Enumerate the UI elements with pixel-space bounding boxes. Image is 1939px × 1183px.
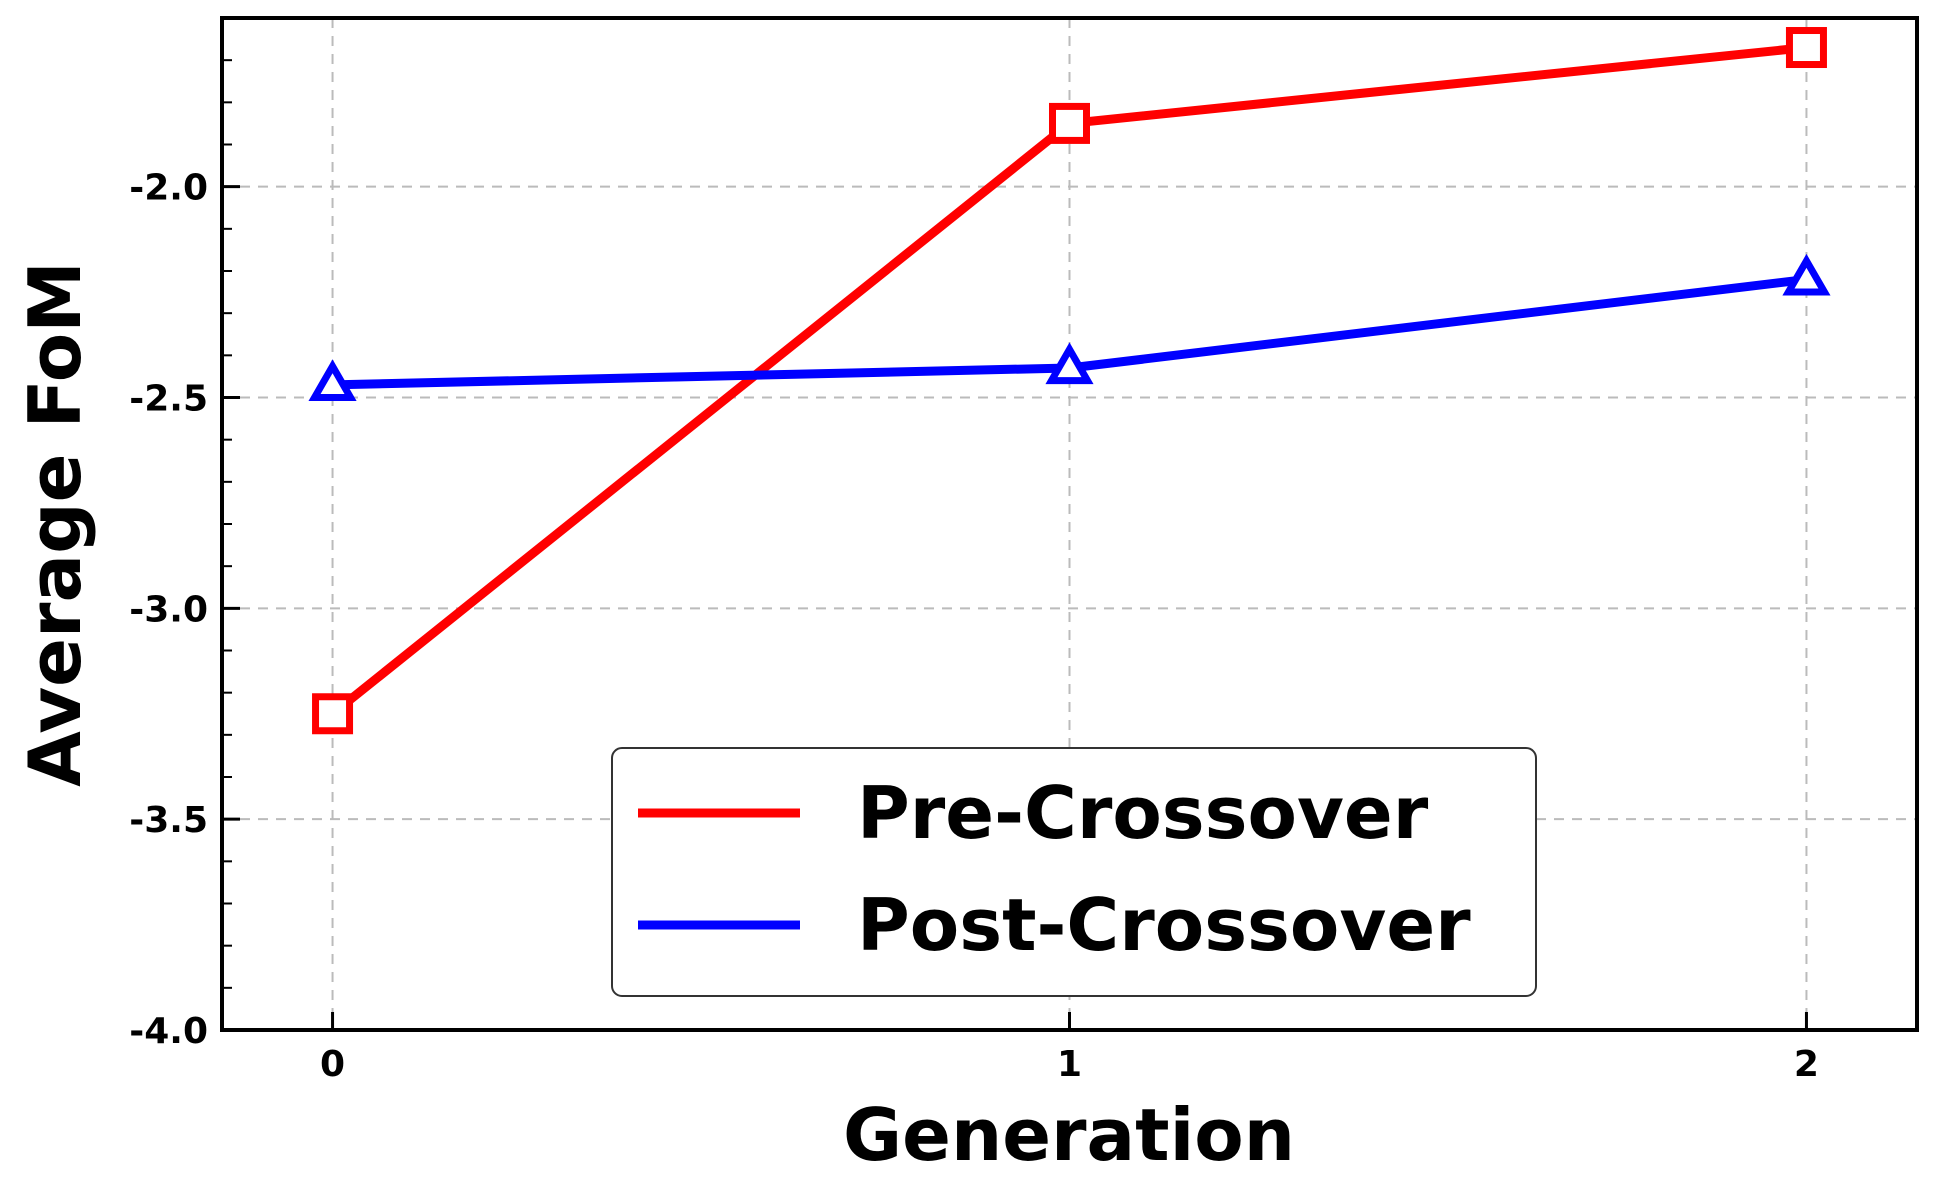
plot-frame — [220, 16, 1919, 1032]
legend-label-post-crossover: Post-Crossover — [857, 883, 1471, 967]
series — [308, 27, 1831, 735]
y-tick-label: -2.5 — [129, 379, 208, 420]
tick-labels: 0 1 2 -2.0 -2.5 -3.0 -3.5 -4.0 — [129, 168, 1819, 1085]
legend-box — [611, 747, 1537, 997]
x-tick-label: 1 — [1057, 1044, 1082, 1085]
legend-label-pre-crossover: Pre-Crossover — [857, 771, 1429, 855]
data-point-triangle — [308, 359, 357, 401]
y-tick-label: -4.0 — [129, 1011, 208, 1052]
data-point-square — [312, 693, 354, 735]
y-tick-label: -3.0 — [129, 589, 208, 630]
x-tick-label: 2 — [1794, 1044, 1819, 1085]
data-point-triangle — [1045, 342, 1094, 385]
data-point-square — [1049, 102, 1090, 144]
y-axis-title: Average FoM — [13, 261, 97, 787]
x-axis-title: Generation — [843, 1093, 1295, 1177]
legend: Pre-Crossover Post-Crossover — [611, 747, 1537, 997]
data-point-square — [1785, 27, 1827, 69]
y-tick-label: -2.0 — [129, 168, 208, 209]
x-tick-label: 0 — [320, 1044, 345, 1085]
y-tick-label: -3.5 — [129, 800, 208, 841]
data-point-triangle — [1782, 253, 1831, 296]
